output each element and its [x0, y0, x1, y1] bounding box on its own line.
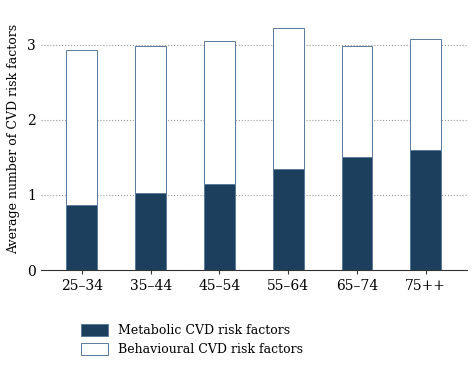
- Bar: [135, 46, 166, 193]
- Bar: [410, 39, 441, 150]
- Bar: [342, 46, 373, 157]
- Bar: [135, 193, 166, 270]
- Bar: [66, 205, 97, 270]
- Y-axis label: Average number of CVD risk factors: Average number of CVD risk factors: [7, 23, 20, 254]
- Bar: [410, 150, 441, 270]
- Bar: [204, 184, 235, 270]
- Bar: [66, 50, 97, 205]
- Bar: [204, 41, 235, 184]
- Bar: [273, 28, 304, 168]
- Bar: [273, 168, 304, 270]
- Bar: [342, 157, 373, 270]
- Legend: Metabolic CVD risk factors, Behavioural CVD risk factors: Metabolic CVD risk factors, Behavioural …: [81, 324, 303, 356]
